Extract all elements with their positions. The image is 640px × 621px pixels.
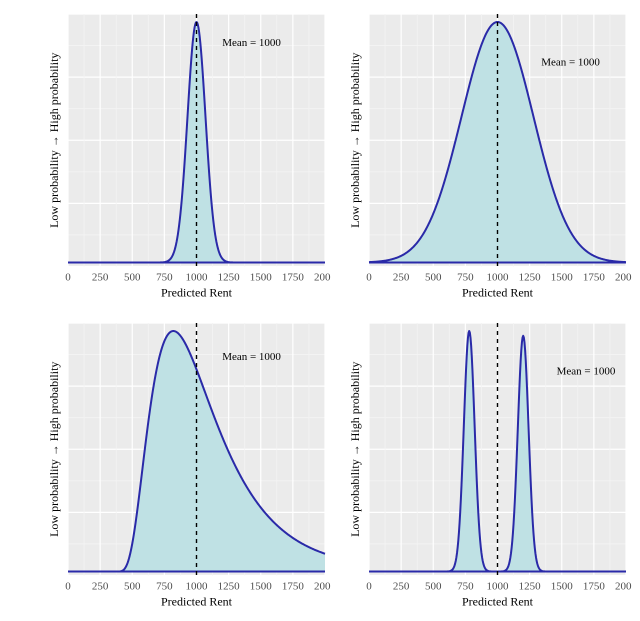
xtick-label: 500	[124, 580, 141, 592]
y-axis-label: Low probability → High probability	[348, 53, 362, 228]
density-panel-tl: Mean = 1000 0 250 500 750 1000 1250 1500 1750 200…	[44, 8, 331, 303]
xtick-label: 1750	[282, 272, 305, 284]
xtick-label: 250	[393, 272, 410, 284]
xtick-label: 1250	[519, 272, 542, 284]
panel-container-tl: Mean = 1000 0 250 500 750 1000 1250 1500 1750 200…	[44, 8, 331, 303]
xtick-label: 1500	[551, 272, 574, 284]
mean-annotation: Mean = 1000	[541, 56, 600, 68]
xtick-label: 750	[156, 272, 173, 284]
xtick-label: 1750	[282, 580, 305, 592]
xtick-label: 500	[425, 272, 442, 284]
xtick-label: 1250	[218, 580, 241, 592]
panel-container-tr: Mean = 1000 0 250 500 750 1000 1250 1500 1750 200…	[345, 8, 632, 303]
xtick-label: 2000	[615, 272, 632, 284]
y-axis-label: Low probability → High probability	[47, 361, 61, 536]
xtick-label: 500	[124, 272, 141, 284]
xtick-label: 1000	[487, 272, 510, 284]
xtick-label: 1250	[218, 272, 241, 284]
xtick-label: 0	[366, 272, 372, 284]
xtick-label: 1500	[551, 580, 574, 592]
y-axis-label: Low probability → High probability	[348, 361, 362, 536]
x-axis-label: Predicted Rent	[462, 594, 534, 608]
xtick-label: 1500	[250, 272, 273, 284]
xtick-label: 1750	[583, 272, 606, 284]
xtick-label: 2000	[314, 272, 331, 284]
xtick-label: 0	[65, 272, 71, 284]
xtick-label: 2000	[314, 580, 331, 592]
y-axis-label: Low probability → High probability	[47, 53, 61, 228]
xtick-label: 0	[65, 580, 71, 592]
xtick-label: 1250	[519, 580, 542, 592]
density-panel-tr: Mean = 1000 0 250 500 750 1000 1250 1500 1750 200…	[345, 8, 632, 303]
xtick-label: 750	[156, 580, 173, 592]
x-axis-label: Predicted Rent	[161, 594, 233, 608]
mean-annotation: Mean = 1000	[557, 365, 616, 377]
figure-2x2-density-grid: Mean = 1000 0 250 500 750 1000 1250 1500 1750 200…	[0, 0, 640, 621]
panel-container-bl: Mean = 1000 0 250 500 750 1000 1250 1500 1750 200…	[44, 317, 331, 612]
x-axis-label: Predicted Rent	[161, 286, 233, 300]
xtick-label: 500	[425, 580, 442, 592]
mean-annotation: Mean = 1000	[222, 37, 281, 49]
density-panel-bl: Mean = 1000 0 250 500 750 1000 1250 1500 1750 200…	[44, 317, 331, 612]
xtick-label: 1000	[186, 272, 209, 284]
xtick-label: 2000	[615, 580, 632, 592]
x-axis-label: Predicted Rent	[462, 286, 534, 300]
xtick-label: 1750	[583, 580, 606, 592]
xtick-label: 750	[457, 580, 474, 592]
xtick-label: 1000	[487, 580, 510, 592]
mean-annotation: Mean = 1000	[222, 350, 281, 362]
xtick-label: 250	[92, 272, 109, 284]
xtick-label: 0	[366, 580, 372, 592]
xtick-label: 750	[457, 272, 474, 284]
panel-container-br: Mean = 1000 0 250 500 750 1000 1250 1500 1750 200…	[345, 317, 632, 612]
xtick-label: 250	[92, 580, 109, 592]
xtick-label: 250	[393, 580, 410, 592]
xtick-label: 1500	[250, 580, 273, 592]
density-panel-br: Mean = 1000 0 250 500 750 1000 1250 1500 1750 200…	[345, 317, 632, 612]
xtick-label: 1000	[186, 580, 209, 592]
